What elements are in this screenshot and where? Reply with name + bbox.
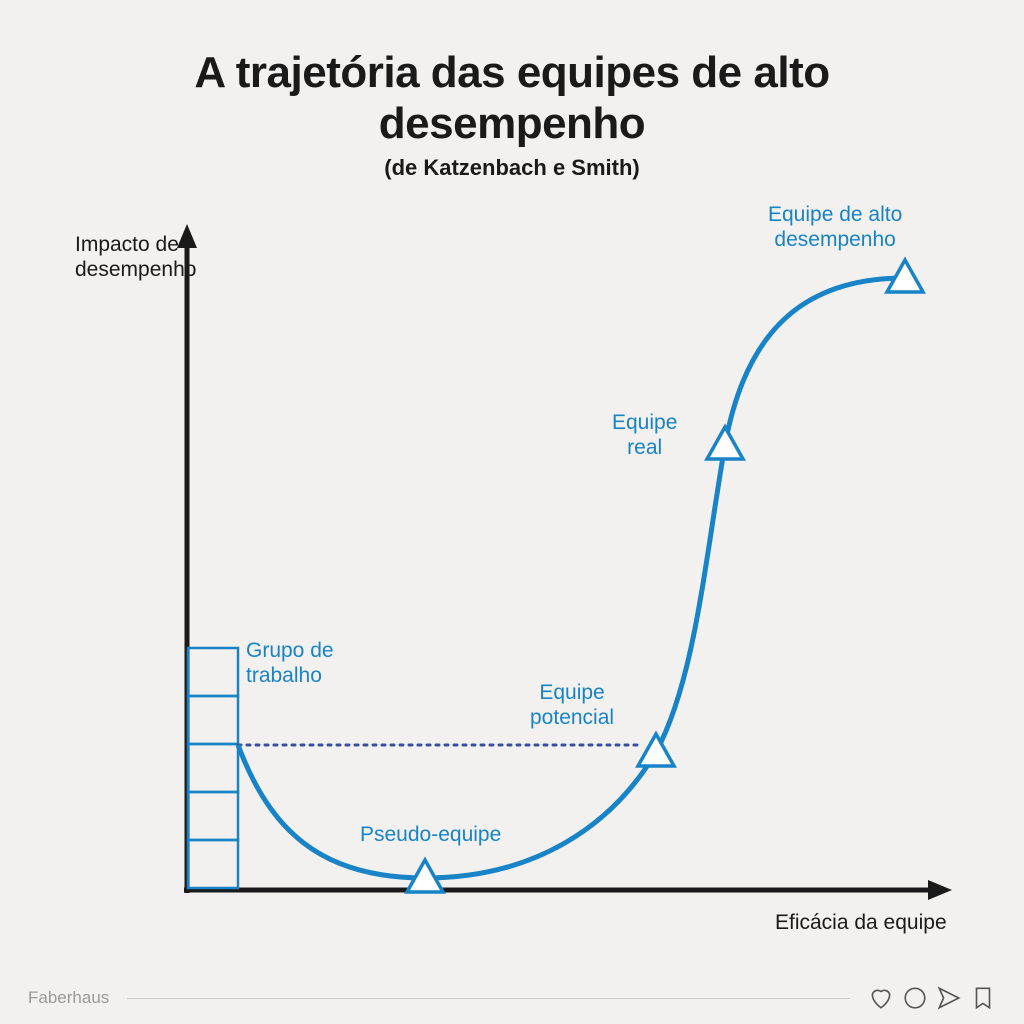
footer-divider (127, 998, 850, 999)
label-potencial: Equipepotencial (530, 680, 614, 730)
send-icon[interactable] (936, 985, 962, 1011)
footer-brand: Faberhaus (28, 988, 109, 1008)
comment-icon[interactable] (902, 985, 928, 1011)
marker-potencial (638, 734, 674, 766)
y-axis-label: Impacto dedesempenho (75, 232, 196, 282)
bookmark-icon[interactable] (970, 985, 996, 1011)
heart-icon[interactable] (868, 985, 894, 1011)
footer-icons (868, 985, 996, 1011)
label-pseudo: Pseudo-equipe (360, 822, 501, 847)
chart-svg (0, 0, 1024, 1024)
x-axis-label: Eficácia da equipe (775, 910, 947, 935)
x-axis-arrow (928, 880, 952, 900)
performance-curve (238, 278, 905, 878)
footer: Faberhaus (0, 980, 1024, 1024)
diagram-container: A trajetória das equipes de alto desempe… (0, 0, 1024, 1024)
label-alto: Equipe de altodesempenho (768, 202, 902, 252)
markers (407, 260, 923, 892)
label-real: Equipereal (612, 410, 677, 460)
label-grupo: Grupo detrabalho (246, 638, 334, 688)
workgroup-boxes (188, 648, 238, 888)
marker-real (707, 427, 743, 459)
